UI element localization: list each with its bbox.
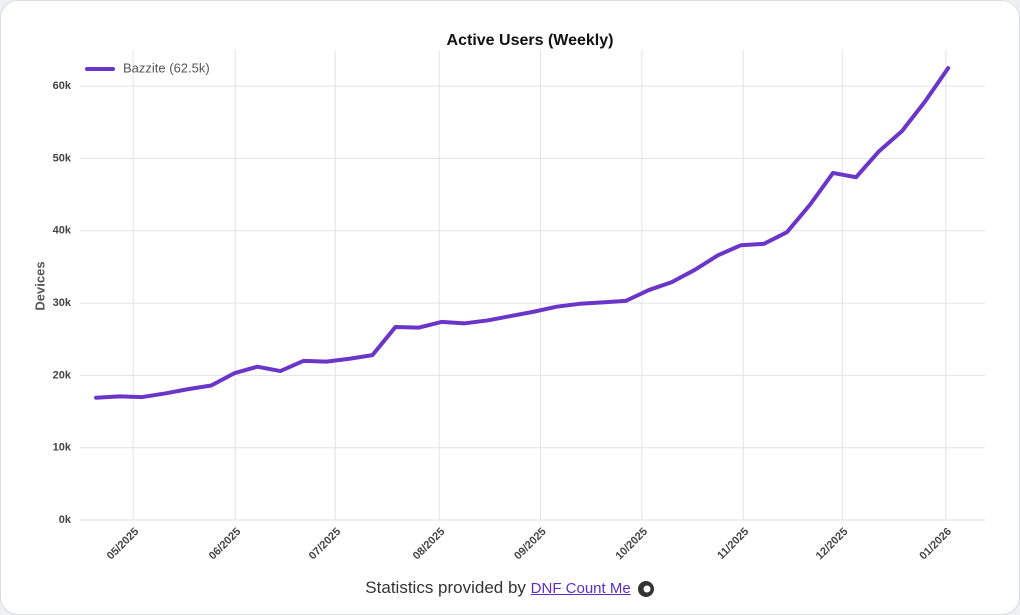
y-tick-label: 40k — [53, 225, 72, 237]
x-tick-label: 10/2025 — [613, 526, 650, 563]
x-tick-label: 09/2025 — [512, 526, 549, 563]
x-tick-label: 11/2025 — [715, 526, 751, 562]
y-tick-label: 30k — [53, 297, 72, 309]
x-tick-label: 07/2025 — [307, 526, 344, 563]
y-tick-label: 50k — [53, 152, 72, 164]
line — [94, 66, 951, 400]
y-tick-label: 60k — [53, 80, 72, 92]
chart-title: Active Users (Weekly) — [447, 32, 614, 49]
y-tick-label: 10k — [53, 442, 72, 454]
y-tick-label: 0k — [59, 514, 72, 526]
footer-icon — [637, 580, 654, 597]
x-tick-label: 01/2026 — [917, 526, 954, 563]
footer-link[interactable]: DNF Count Me — [530, 580, 631, 597]
footer-text: Statistics provided by — [365, 578, 526, 597]
legend-label: Bazzite (62.5k) — [123, 60, 210, 75]
y-axis-title: Devices — [32, 261, 47, 310]
x-tick-label: 06/2025 — [207, 526, 244, 563]
x-tick-label: 08/2025 — [411, 526, 448, 563]
x-tick-label: 12/2025 — [814, 526, 851, 563]
y-tick-label: 20k — [53, 369, 72, 381]
footer: Statistics provided by DNF Count Me — [0, 578, 1020, 598]
chart: Active Users (Weekly) Devices 0k 10k 20k 30… — [32, 32, 985, 563]
x-tick-label: 05/2025 — [105, 526, 142, 563]
